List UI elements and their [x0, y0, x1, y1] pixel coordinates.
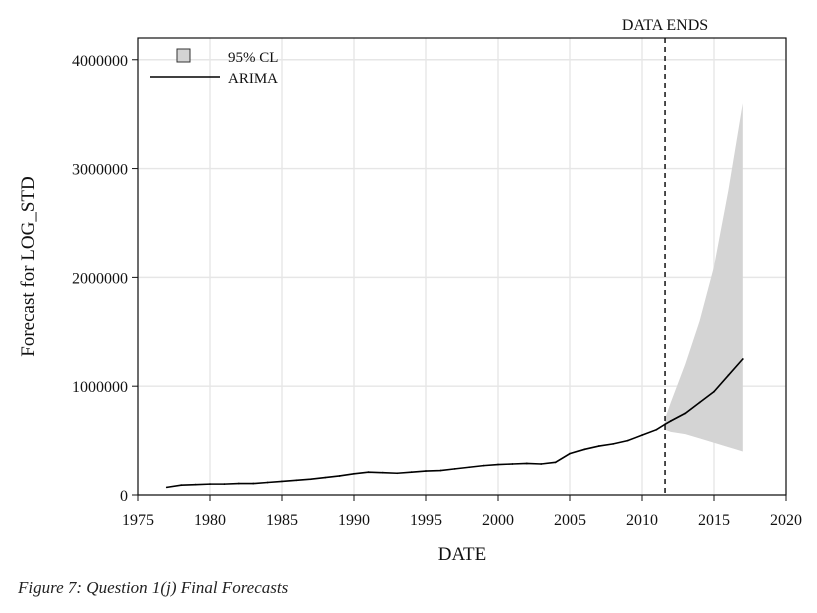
y-tick-label: 3000000 [72, 162, 128, 179]
series-line [166, 358, 744, 489]
data-point [209, 483, 211, 486]
y-tick-label: 2000000 [72, 270, 128, 287]
plot-frame [137, 37, 787, 496]
data-point [237, 482, 240, 485]
data-point [353, 472, 355, 475]
data-point [655, 428, 658, 431]
data-point [698, 401, 701, 404]
data-point [309, 478, 312, 481]
data-point [554, 461, 557, 464]
data-point [295, 479, 298, 482]
data-point [626, 439, 629, 442]
data-point [612, 442, 615, 445]
data-point [180, 484, 183, 487]
figure-caption: Figure 7: Question 1(j) Final Forecasts [18, 578, 289, 597]
ci-band [665, 103, 743, 452]
data-point [468, 466, 471, 469]
legend-band-swatch [176, 48, 191, 63]
y-tick-label: 4000000 [72, 53, 128, 70]
x-tick-label: 1995 [410, 512, 442, 529]
data-point [410, 471, 413, 474]
ci-band-layer [665, 103, 743, 452]
data-point [367, 471, 370, 474]
data-point [324, 476, 327, 479]
legend: 95% CL ARIMA [150, 48, 278, 87]
series-layer [165, 358, 744, 489]
data-point [281, 480, 283, 483]
forecast-chart: 1975 1980 1985 1990 1995 2000 2005 2010 2015 2020… [18, 17, 802, 565]
y-axis-label: Forecast for LOG_STD [18, 176, 39, 356]
data-point [338, 475, 341, 477]
x-axis-ticks: 1975 1980 1985 1990 1995 2000 2005 2010 2015 2020 [122, 495, 802, 529]
x-tick-label: 1990 [338, 512, 370, 529]
x-tick-label: 1980 [194, 512, 226, 529]
x-tick-label: 2020 [770, 512, 802, 529]
data-ends-label: DATA ENDS [622, 17, 708, 34]
x-tick-label: 2015 [698, 512, 730, 529]
data-point [266, 481, 269, 484]
data-point [525, 462, 528, 465]
data-point [511, 463, 514, 465]
data-point [497, 463, 499, 466]
data-point [727, 374, 730, 377]
data-point [641, 434, 643, 437]
data-point [396, 472, 399, 475]
data-point [439, 469, 442, 472]
data-point [252, 482, 255, 485]
data-point [741, 358, 744, 360]
y-axis-ticks: 0 1000000 2000000 3000000 4000000 [72, 53, 138, 505]
x-tick-label: 2005 [554, 512, 586, 529]
data-point [165, 486, 168, 489]
y-tick-label: 1000000 [72, 379, 128, 396]
data-point [664, 423, 666, 426]
data-point [425, 470, 427, 472]
legend-band-label: 95% CL [228, 50, 278, 66]
data-point [223, 483, 226, 486]
data-point [381, 471, 384, 474]
data-point [453, 467, 456, 470]
y-tick-label: 0 [120, 488, 128, 505]
legend-line-label: ARIMA [228, 71, 278, 87]
data-point [713, 390, 715, 393]
x-tick-label: 1985 [266, 512, 298, 529]
x-tick-label: 2010 [626, 512, 658, 529]
data-point [482, 464, 485, 467]
data-point [540, 463, 543, 465]
data-point [194, 483, 197, 486]
data-point [583, 448, 586, 451]
x-tick-label: 1975 [122, 512, 154, 529]
data-point [569, 452, 571, 455]
data-point [669, 420, 672, 422]
x-axis-label: DATE [438, 544, 487, 565]
x-tick-label: 2000 [482, 512, 514, 529]
data-point [597, 445, 600, 447]
data-point [684, 412, 687, 415]
